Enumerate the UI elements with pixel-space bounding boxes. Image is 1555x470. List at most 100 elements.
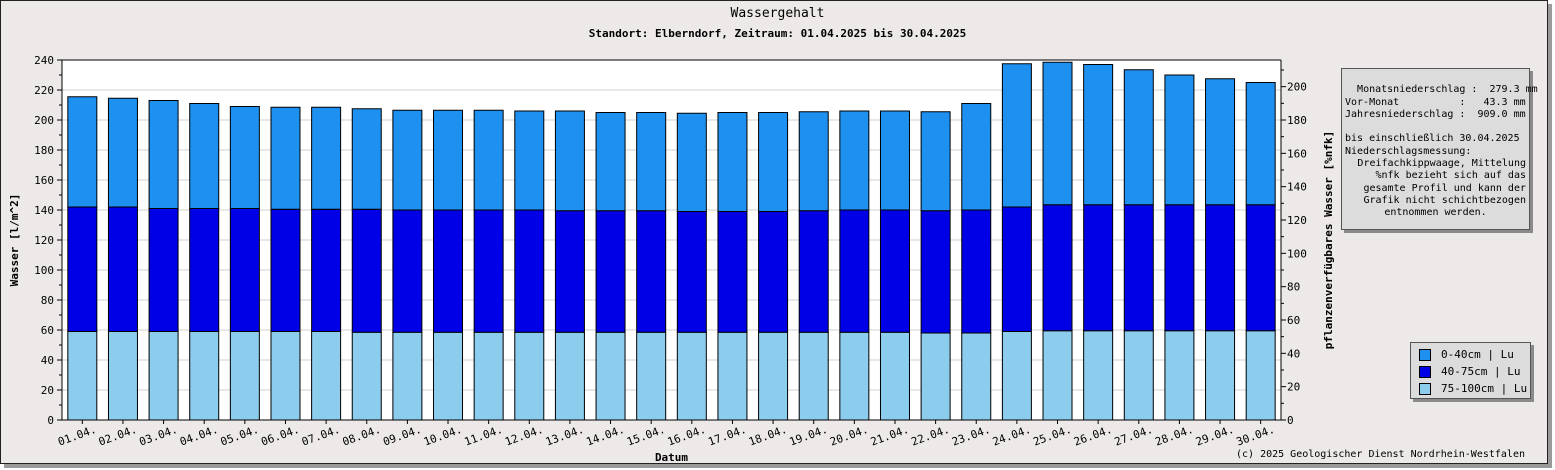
bar-segment (1164, 74, 1195, 206)
y-tick-label: 20 (41, 384, 54, 397)
bar-segment (67, 96, 98, 208)
bar-segment (67, 206, 98, 332)
bar-segment (798, 331, 829, 421)
bar-segment (107, 97, 138, 208)
bar-segment (311, 208, 342, 332)
bar-segment (1083, 64, 1114, 206)
bar-segment (554, 110, 585, 212)
x-tick-label: 26.04. (1072, 423, 1114, 449)
x-tick-label: 29.04. (1194, 423, 1236, 449)
bar-segment (514, 110, 545, 211)
x-tick-label: 16.04. (666, 423, 708, 449)
info-line: Grafik nicht schichtbezogen (1363, 194, 1526, 206)
chart-title: Wassergehalt (730, 6, 825, 21)
bar-segment (1245, 82, 1276, 206)
bar-segment (1205, 78, 1236, 206)
bar-segment (636, 112, 667, 212)
bar-segment (433, 331, 464, 421)
bar-segment (595, 210, 626, 333)
bar-segment (189, 208, 220, 332)
bar-segment (798, 111, 829, 212)
bar-segment (717, 211, 748, 333)
x-tick-label: 02.04. (97, 423, 139, 449)
x-tick-label: 17.04. (706, 423, 748, 449)
bar-segment (311, 106, 342, 210)
y-tick-label: 60 (41, 324, 54, 337)
bar-segment (148, 100, 179, 209)
info-line: Vor-Monat : 43.3 mm (1345, 96, 1526, 108)
legend: 0-40cm | Lu 40-75cm | Lu 75-100cm | Lu (1410, 342, 1531, 399)
bar-segment (758, 112, 789, 212)
x-tick-label: 08.04. (341, 423, 383, 449)
x-tick-label: 05.04. (219, 423, 261, 449)
bar-segment (392, 209, 423, 333)
info-line: Dreifachkippwaage, Mittelung (1357, 158, 1526, 170)
y2-tick-label: 20 (1287, 381, 1300, 394)
bar-segment (920, 332, 951, 421)
y2-axis-label: pflanzenverfügbares Wasser [%nfk] (1322, 131, 1335, 350)
bar-segment (1001, 63, 1032, 208)
info-box: Monatsniederschlag : 279.3 mm Vor-Monat … (1341, 68, 1538, 230)
bar-segment (961, 332, 992, 421)
bar-segment (351, 331, 382, 421)
x-tick-label: 12.04. (503, 423, 545, 449)
x-tick-label: 21.04. (869, 423, 911, 449)
bar-segment (1164, 330, 1195, 421)
info-line: Niederschlagsmessung: (1345, 145, 1472, 157)
legend-item: 75-100cm | Lu (1419, 380, 1530, 397)
bar-segment (798, 210, 829, 333)
y-tick-label: 240 (34, 54, 54, 67)
x-axis-label: Datum (655, 451, 688, 464)
x-tick-label: 15.04. (625, 423, 667, 449)
bar-segment (270, 331, 301, 421)
x-tick-label: 25.04. (1031, 423, 1073, 449)
copyright-text: (c) 2025 Geologischer Dienst Nordrhein-W… (1236, 449, 1525, 460)
legend-swatch (1419, 382, 1431, 395)
y2-tick-label: 0 (1287, 414, 1294, 427)
x-tick-label: 18.04. (747, 423, 789, 449)
y-tick-label: 40 (41, 354, 54, 367)
bar-segment (717, 112, 748, 212)
bar-segment (1083, 204, 1114, 332)
x-tick-label: 01.04. (56, 423, 98, 449)
bar-segment (676, 331, 707, 421)
y2-tick-label: 160 (1287, 147, 1307, 160)
bar-segment (595, 112, 626, 212)
bar-segment (1164, 204, 1195, 332)
y-tick-label: 100 (34, 264, 54, 277)
x-tick-label: 13.04. (544, 423, 586, 449)
bar-segment (433, 109, 464, 211)
x-tick-label: 23.04. (950, 423, 992, 449)
legend-swatch (1419, 348, 1431, 361)
bar-segment (839, 110, 870, 211)
bar-segment (189, 103, 220, 209)
legend-item: 0-40cm | Lu (1419, 346, 1530, 363)
bar-segment (1245, 330, 1276, 421)
y-tick-label: 220 (34, 84, 54, 97)
legend-label: 0-40cm | Lu (1441, 348, 1514, 361)
bar-segment (229, 331, 260, 421)
bar-segment (392, 331, 423, 421)
x-tick-label: 03.04. (137, 423, 179, 449)
bar-segment (1042, 204, 1073, 332)
bar-segment (473, 331, 504, 421)
info-line: %nfk bezieht sich auf das (1375, 170, 1526, 182)
bar-segment (676, 112, 707, 212)
bar-segment (148, 331, 179, 421)
x-tick-label: 11.04. (463, 423, 505, 449)
bar-segment (67, 331, 98, 421)
x-tick-label: 22.04. (910, 423, 952, 449)
bar-segment (758, 331, 789, 421)
y-tick-label: 80 (41, 294, 54, 307)
bar-segment (879, 110, 910, 211)
bar-segment (676, 211, 707, 333)
x-tick-label: 20.04. (828, 423, 870, 449)
bar-segment (270, 106, 301, 210)
bar-segment (879, 209, 910, 333)
x-tick-label: 24.04. (991, 423, 1033, 449)
y2-tick-label: 40 (1287, 347, 1300, 360)
x-tick-label: 28.04. (1153, 423, 1195, 449)
x-tick-label: 04.04. (178, 423, 220, 449)
bar-segment (1001, 206, 1032, 332)
